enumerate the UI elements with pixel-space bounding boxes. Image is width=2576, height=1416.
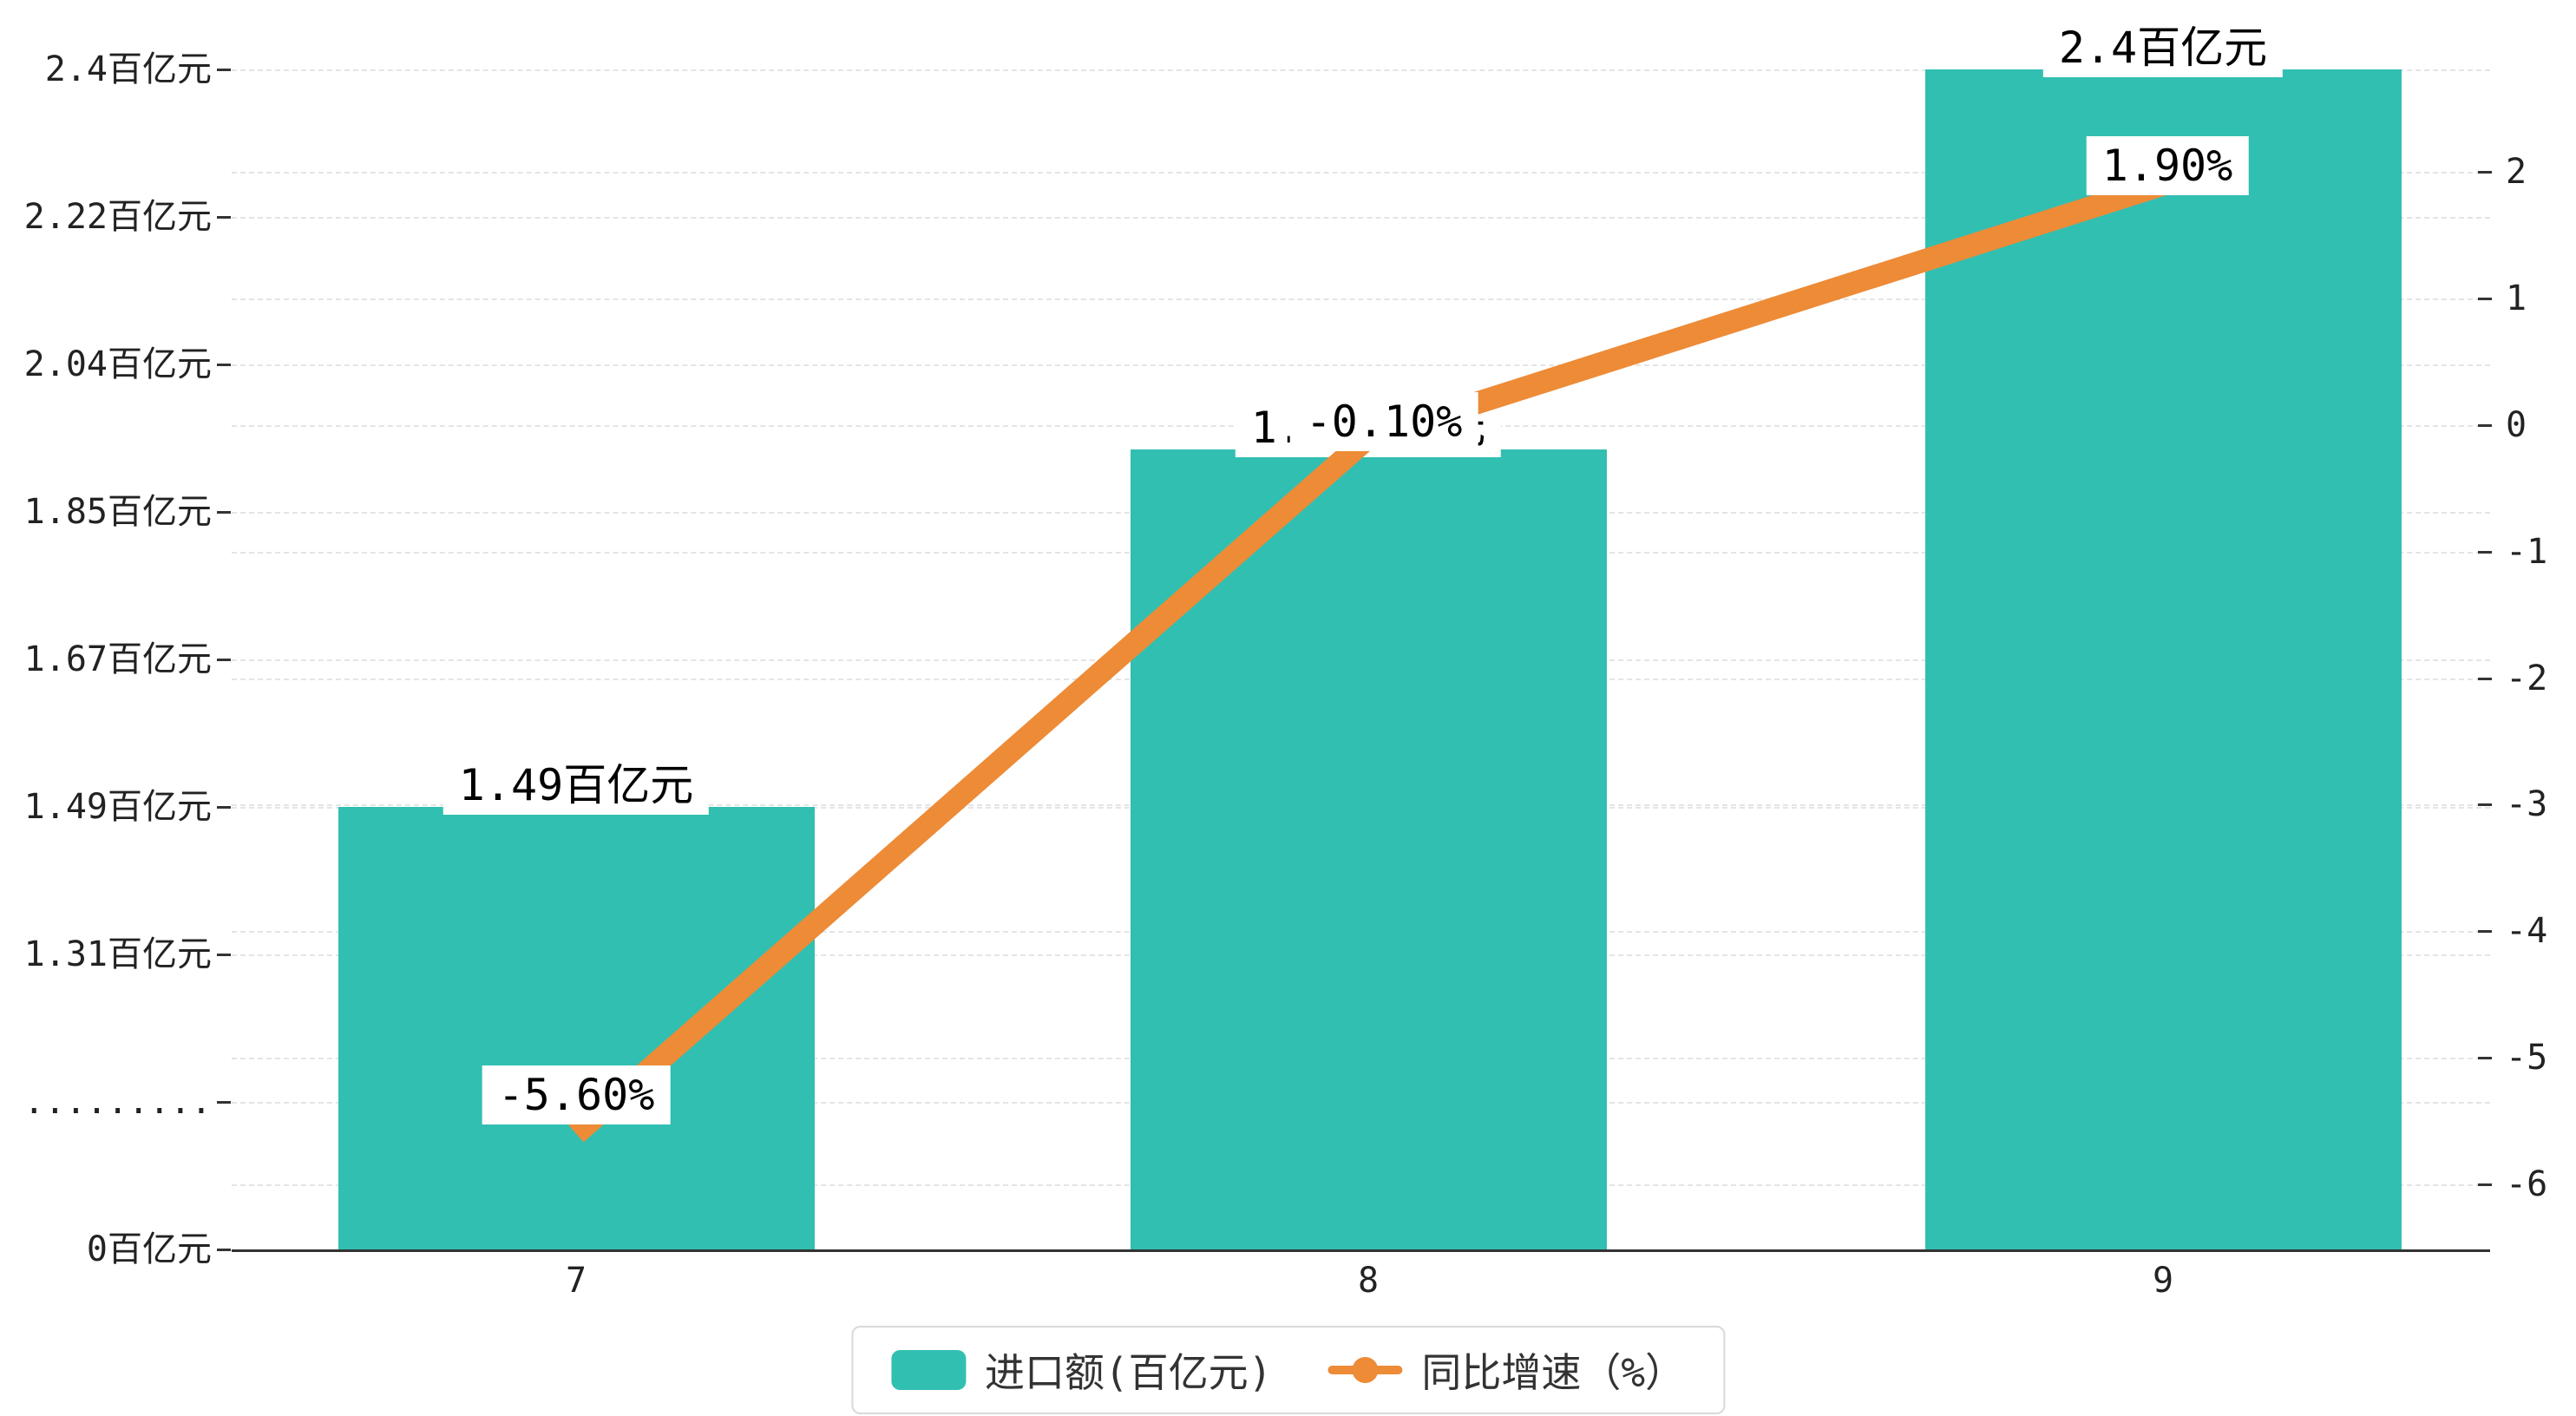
y-axis-label-left: 0百亿元 (86, 1229, 212, 1269)
y-axis-label-right: -4 (2506, 911, 2548, 952)
y-axis-tick-left (217, 1249, 231, 1251)
y-axis-label-left: 2.4百亿元 (44, 49, 212, 89)
y-axis-tick-left (217, 806, 231, 809)
y-axis-tick-right (2478, 803, 2492, 807)
x-axis-line (232, 1249, 2490, 1252)
y-axis-label-right: 2 (2506, 152, 2527, 192)
y-axis-label-right: -3 (2506, 784, 2548, 825)
legend-item-import-value[interactable]: 进口额(百亿元) (890, 1341, 1273, 1399)
line-point-label: -0.10% (1289, 392, 1478, 452)
y-axis-tick-left (217, 364, 231, 366)
y-axis-tick-right (2478, 677, 2492, 680)
y-axis-tick-left (217, 216, 231, 219)
gridline (232, 954, 2490, 956)
y-axis-label-left: 1.85百亿元 (23, 492, 212, 532)
x-axis-label: 7 (565, 1261, 587, 1301)
bar-value-label: 2.4百亿元 (2042, 18, 2284, 77)
line-point-label: -5.60% (482, 1065, 671, 1124)
gridline (232, 364, 2490, 366)
gridline (232, 1058, 2490, 1060)
gridline (232, 931, 2490, 934)
y-axis-label-right: -2 (2506, 658, 2548, 698)
legend-label-yoy-growth: 同比增速（%） (1421, 1349, 1686, 1396)
y-axis-tick-left (217, 954, 231, 956)
y-axis-label-left: ......... (23, 1082, 212, 1122)
y-axis-tick-right (2478, 550, 2492, 554)
y-axis-tick-right (2478, 171, 2492, 174)
gridline (232, 298, 2490, 300)
bar-value-label: 1.49百亿元 (442, 756, 710, 815)
y-axis-label-left: 1.67百亿元 (23, 639, 212, 679)
y-axis-label-left: 2.22百亿元 (23, 197, 212, 237)
gridline (232, 1184, 2490, 1186)
bar-month-8 (1130, 449, 1607, 1249)
gridline (232, 512, 2490, 514)
legend: 进口额(百亿元) 同比增速（%） (850, 1326, 1726, 1414)
y-axis-tick-left (217, 1101, 231, 1104)
gridline (232, 172, 2490, 174)
line-swatch-dot (1352, 1357, 1379, 1383)
y-axis-label-right: 0 (2506, 404, 2527, 445)
bar-month-7 (338, 807, 815, 1249)
gridline (232, 217, 2490, 219)
y-axis-label-right: -5 (2506, 1038, 2548, 1078)
gridline (232, 678, 2490, 680)
legend-item-yoy-growth[interactable]: 同比增速（%） (1327, 1341, 1685, 1399)
y-axis-tick-right (2478, 297, 2492, 300)
gridline (232, 659, 2490, 661)
bar-value-label: 1.93百亿元 (1235, 398, 1502, 458)
gridline (232, 1102, 2490, 1104)
y-axis-label-left: 2.04百亿元 (23, 344, 212, 384)
gridline (232, 69, 2490, 71)
trend-line (568, 174, 2166, 1143)
bar-month-9 (1924, 69, 2402, 1249)
gridline (232, 551, 2490, 554)
y-axis-label-left: 1.49百亿元 (23, 787, 212, 827)
x-axis-label: 9 (2152, 1261, 2174, 1301)
y-axis-tick-left (217, 659, 231, 661)
y-axis-label-right: -1 (2506, 531, 2548, 572)
legend-label-import-value: 进口额(百亿元) (984, 1349, 1273, 1396)
gridline (232, 807, 2490, 809)
gridline (232, 804, 2490, 807)
line-point-label: 1.90% (2086, 135, 2249, 195)
gridline (232, 424, 2490, 427)
line-series-swatch-icon (1327, 1350, 1403, 1390)
x-axis-label: 8 (1357, 1261, 1380, 1301)
y-axis-label-right: 1 (2506, 278, 2527, 318)
y-axis-label-right: -6 (2506, 1164, 2548, 1204)
y-axis-label-left: 1.31百亿元 (23, 934, 212, 974)
y-axis-tick-right (2478, 423, 2492, 427)
y-axis-tick-right (2478, 1183, 2492, 1186)
y-axis-tick-right (2478, 930, 2492, 934)
y-axis-tick-right (2478, 1057, 2492, 1060)
y-axis-tick-left (217, 69, 231, 71)
y-axis-tick-left (217, 511, 231, 514)
bar-series-swatch-icon (890, 1350, 966, 1390)
